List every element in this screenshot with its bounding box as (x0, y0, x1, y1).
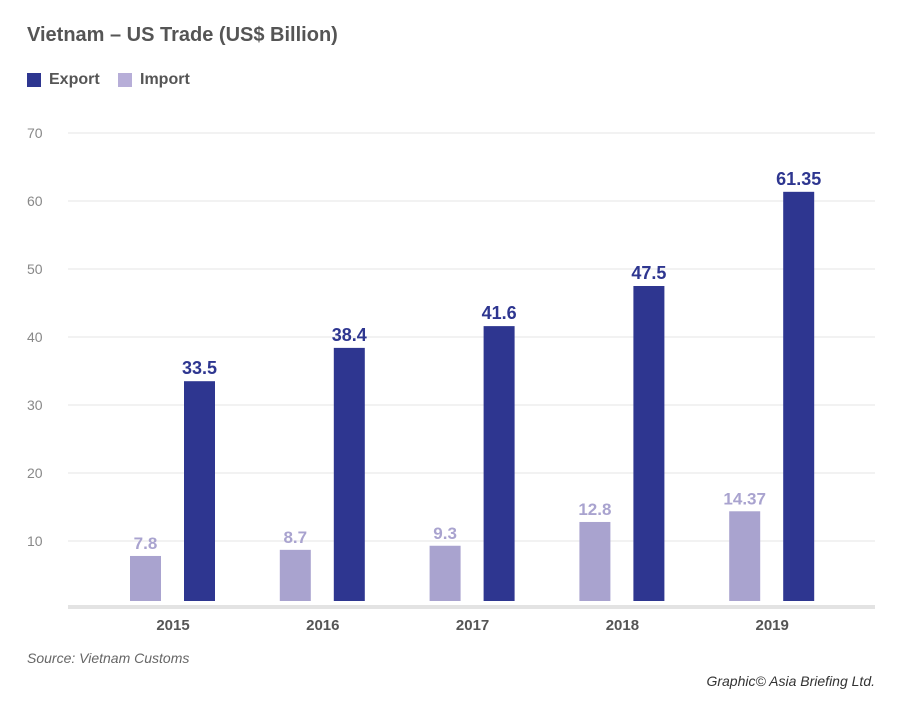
legend-label: Export (49, 71, 100, 88)
data-label-import: 14.37 (723, 489, 766, 508)
y-tick-label: 30 (27, 397, 43, 413)
data-label-export: 33.5 (182, 358, 217, 378)
legend-label: Import (140, 71, 190, 88)
x-tick-label: 2017 (456, 617, 489, 634)
legend-swatch-import (118, 73, 132, 87)
bar-export (783, 191, 815, 601)
x-tick-label: 2016 (306, 617, 339, 634)
data-label-export: 38.4 (332, 325, 367, 345)
data-label-import: 9.3 (433, 524, 457, 543)
bar-export (633, 286, 665, 601)
y-tick-label: 70 (27, 125, 43, 141)
bar-import (279, 549, 311, 601)
credit: Graphic© Asia Briefing Ltd. (706, 673, 875, 689)
data-label-export: 61.35 (776, 169, 821, 189)
y-tick-label: 20 (27, 465, 43, 481)
bar-export (184, 381, 215, 601)
chart-title: Vietnam – US Trade (US$ Billion) (27, 24, 338, 46)
bar-import (579, 521, 611, 601)
data-label-export: 41.6 (482, 303, 517, 323)
x-tick-label: 2015 (156, 617, 189, 634)
bar-import (429, 545, 461, 601)
legend-export: Export (27, 71, 100, 89)
bar-import (729, 511, 761, 601)
source-note: Source: Vietnam Customs (27, 650, 190, 666)
data-label-import: 7.8 (134, 534, 158, 553)
x-axis-line (68, 605, 875, 609)
y-tick-label: 40 (27, 329, 43, 345)
legend-swatch-export (27, 73, 41, 87)
bar-import (130, 555, 161, 601)
y-tick-label: 50 (27, 261, 43, 277)
bar-export (483, 326, 515, 601)
bar-export (333, 347, 365, 601)
data-label-import: 8.7 (283, 528, 307, 547)
y-tick-label: 10 (27, 533, 43, 549)
legend-import: Import (118, 71, 190, 89)
x-tick-label: 2019 (756, 617, 789, 634)
data-label-import: 12.8 (578, 500, 611, 519)
y-tick-label: 60 (27, 193, 43, 209)
x-tick-label: 2018 (606, 617, 639, 634)
data-label-export: 47.5 (631, 263, 666, 283)
